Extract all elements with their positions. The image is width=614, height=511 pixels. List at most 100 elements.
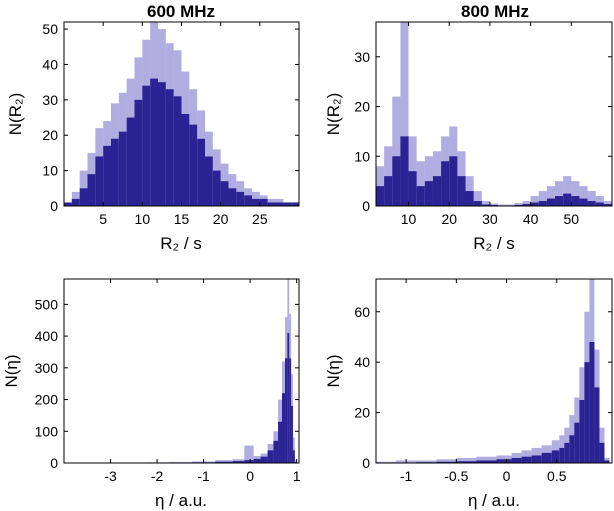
histogram-bar (589, 342, 595, 463)
y-tick-label: 0 (362, 198, 370, 214)
histogram-peak-bar (416, 161, 425, 206)
histogram-peak-bar (275, 198, 284, 206)
histogram-peak-bar (555, 181, 564, 206)
histogram-bar (546, 198, 556, 206)
histogram-bar (291, 202, 299, 206)
histogram-peak-bar (267, 198, 276, 206)
histogram-peak-bar (456, 457, 477, 463)
x-axis-label: R₂ / s (160, 234, 202, 253)
y-tick-label: 0 (50, 198, 58, 214)
histogram-bar (449, 156, 458, 206)
histogram-peak-bar (481, 201, 490, 206)
histogram-peak-bar (392, 96, 401, 206)
histogram-bar (275, 202, 284, 206)
histogram-bar (574, 422, 580, 463)
histogram-bar (603, 204, 612, 206)
histogram-bar (287, 332, 290, 463)
histogram-bar (587, 201, 596, 206)
y-axis-label: N(R₂) (324, 93, 343, 135)
histogram-bar (531, 455, 542, 463)
y-tick-label: 100 (35, 423, 59, 439)
histogram-bar (282, 393, 286, 463)
histogram-bar (197, 138, 205, 206)
histogram-peak-bar (489, 203, 499, 206)
histogram-peak-bar (476, 456, 497, 463)
x-axis-label: R₂ / s (473, 234, 515, 253)
histogram-bar (530, 202, 539, 206)
histogram-bar (400, 136, 409, 206)
histogram-bar (376, 186, 385, 206)
histogram-peak-bar (546, 186, 556, 206)
histogram-peak-bar (436, 459, 457, 463)
y-tick-label: 300 (35, 360, 59, 376)
histogram-bar (555, 196, 564, 206)
plot-frame (63, 278, 300, 464)
y-tick-label: 60 (354, 304, 370, 320)
histogram-bar (465, 191, 474, 206)
histogram-bar (436, 461, 457, 463)
y-tick-label: 30 (354, 49, 370, 65)
histogram-bar (538, 201, 547, 206)
histogram-peak-bar (571, 181, 580, 206)
x-tick-label: 10 (401, 211, 417, 227)
chart-title: 600 MHz (147, 2, 215, 21)
y-tick-label: 40 (42, 56, 58, 72)
y-tick-label: 20 (354, 405, 370, 421)
histogram-bar (165, 89, 174, 206)
histogram-bar (150, 78, 158, 206)
histogram-bar (267, 450, 274, 463)
histogram-peak-bar (215, 460, 233, 463)
histogram-bar (481, 204, 490, 206)
histogram-bar (273, 440, 279, 463)
x-tick-label: -3 (104, 468, 117, 484)
y-axis-label: N(R₂) (6, 93, 25, 135)
histogram-bar (181, 114, 190, 206)
histogram-bars (376, 279, 610, 463)
histogram-bar (278, 421, 283, 463)
histogram-peak-bar (294, 459, 297, 463)
histogram-bar (522, 204, 531, 206)
histogram-bar (142, 85, 151, 206)
x-tick-label: 20 (441, 211, 457, 227)
histogram-bar (594, 387, 600, 463)
histogram-bar (392, 156, 401, 206)
histogram-peak-bar (530, 196, 539, 206)
histogram-bar (476, 460, 497, 463)
histogram-bar (118, 131, 127, 206)
histogram-bar (384, 176, 393, 206)
x-tick-label: 0.5 (547, 468, 567, 484)
x-tick-label: -2 (151, 468, 164, 484)
axis-ticks: -3 -2 -1 0 1 0 100 200 300 400 500 (35, 279, 301, 484)
x-tick-label: 20 (213, 211, 229, 227)
histogram-bar (563, 193, 572, 206)
y-tick-label: 10 (42, 163, 58, 179)
x-tick-label: -1 (197, 468, 210, 484)
histogram-bar (416, 186, 425, 206)
axis-ticks: 5 10 15 20 25 0 10 20 30 40 50 (42, 21, 299, 227)
histogram-bar (441, 161, 450, 206)
histogram-peak-bar (473, 191, 482, 206)
histogram-bar (71, 198, 80, 206)
histogram-bar (584, 362, 590, 463)
histogram-bar (579, 399, 585, 463)
histogram-bar (87, 174, 96, 206)
histogram-bar (103, 145, 111, 206)
y-tick-label: 0 (50, 455, 58, 471)
histogram-bar (79, 188, 88, 206)
histogram-bar (571, 196, 580, 206)
histogram-bar (285, 358, 288, 463)
histogram-peak-bar (514, 203, 523, 206)
histogram-bar (559, 447, 565, 463)
histogram-bar (252, 198, 260, 206)
histogram-bar (244, 195, 252, 206)
histogram-bar (212, 170, 221, 206)
x-tick-label: 0 (503, 468, 511, 484)
y-tick-label: 10 (354, 148, 370, 164)
panel-800mhz-r2-histogram: 800 MHz 10 20 30 40 50 0 10 20 30 R₂ / s N(R₂) (324, 2, 613, 253)
histogram-bar (473, 201, 482, 206)
histogram-bar (291, 405, 293, 463)
y-tick-label: 0 (362, 455, 370, 471)
axis-ticks: 10 20 30 40 50 0 10 20 30 (354, 22, 612, 227)
histogram-peak-bar (506, 204, 515, 206)
histogram-bar (126, 117, 135, 206)
